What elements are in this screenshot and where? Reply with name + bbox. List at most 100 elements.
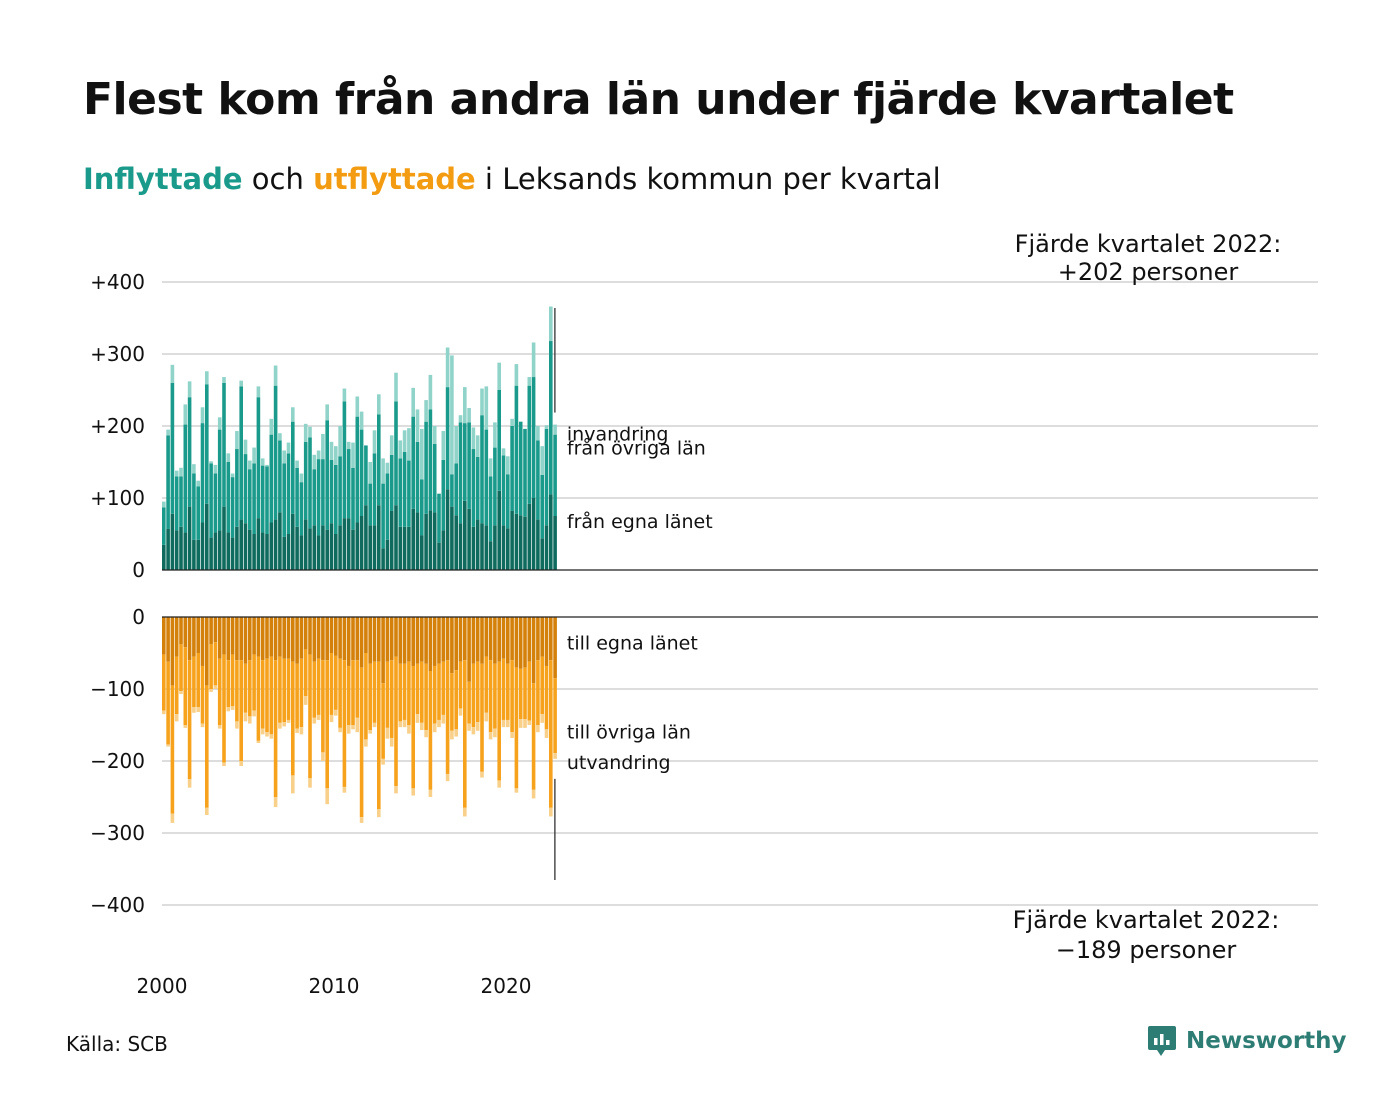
bar-segment-out [312,661,317,718]
bar-segment-out [437,617,441,664]
bar-segment-out [531,789,536,799]
bar-segment-out [243,663,248,713]
bar-segment-out [355,717,360,733]
bar-segment-out [420,661,424,723]
y-tick-label-bottom: −300 [90,821,145,845]
bar-segment-out [463,617,467,661]
bar-segment-out [205,685,209,808]
bar-segment-out [407,725,411,734]
bar-segment-in [334,446,338,465]
bar-segment-in [196,539,200,570]
bar-segment-in [411,416,415,509]
bar-segment-out [389,737,394,747]
bar-segment-out [325,617,329,661]
bar-segment-out [196,617,200,653]
bar-segment-out [454,670,458,730]
bar-segment-in [170,364,175,383]
bar-segment-out [273,660,278,797]
bar-segment-out [282,722,286,727]
newsworthy-logo[interactable]: Newsworthy [1147,1024,1347,1058]
bar-segment-in [355,416,360,523]
bar-segment-out [303,649,308,697]
bar-segment-out [291,775,295,794]
bar-segment-in [549,341,553,495]
series-label-top: från övriga län [567,436,706,459]
bar-segment-out [467,617,471,682]
bar-segment-in [205,371,209,385]
bar-segment-in [162,507,166,545]
bar-segment-out [441,661,446,715]
bar-segment-in [325,404,329,421]
bar-segment-out [205,617,209,686]
bar-segment-out [480,617,484,664]
annotation-bottom-line1: Fjärde kvartalet 2022: [1013,906,1280,934]
bar-segment-out [286,719,291,723]
bar-segment-in [471,427,476,450]
bar-segment-out [200,665,205,724]
bar-segment-in [235,526,239,570]
bar-segment-in [394,372,398,402]
bar-segment-out [407,617,411,662]
bar-segment-out [445,773,450,782]
bar-segment-in [162,544,166,570]
bar-segment-in [540,446,544,475]
bar-segment-in [248,529,252,570]
bar-segment-in [420,428,424,480]
bar-segment-out [493,728,497,738]
bar-segment-in [316,535,321,570]
bar-segment-in [389,435,394,455]
bar-segment-in [458,422,463,524]
bar-segment-out [527,617,532,662]
bar-segment-out [497,780,501,788]
bar-segment-out [162,654,166,711]
bar-segment-in [415,409,420,442]
bar-segment-out [463,807,467,817]
bar-segment-out [385,661,390,728]
bar-segment-out [205,807,209,815]
bar-segment-out [230,617,235,655]
bar-segment-out [428,789,433,797]
bar-segment-out [549,617,553,661]
bar-segment-in [346,518,351,570]
subtitle-rest: i Leksands kommun per kvartal [475,162,941,196]
bar-segment-out [415,617,420,664]
bar-segment-out [364,653,368,740]
bar-segment-in [351,467,355,530]
bar-segment-in [407,460,411,527]
bar-segment-in [359,411,364,430]
bar-segment-out [506,617,510,664]
bar-segment-in [321,433,325,460]
bar-segment-in [549,494,553,570]
bar-segment-in [359,516,364,570]
bar-segment-in [432,512,437,570]
bar-segment-out [480,663,484,772]
y-tick-label-bottom: −100 [90,677,145,701]
bar-segment-in [303,519,308,570]
bar-segment-out [445,660,450,774]
bar-segment-in [364,445,368,506]
bar-segment-out [531,617,536,684]
bar-segment-in [265,466,269,534]
bar-segment-out [338,617,342,659]
bar-segment-in [441,530,446,570]
bar-segment-in [450,355,454,475]
bar-segment-out [523,617,527,668]
bar-segment-out [239,660,243,761]
bar-segment-in [480,388,484,416]
bar-segment-in [441,459,446,531]
bar-segment-out [467,723,471,731]
bar-segment-in [183,532,188,570]
bar-segment-out [506,719,510,728]
grid-lines [162,281,1318,906]
bar-segment-in [463,500,467,570]
bar-segment-in [536,519,540,570]
bar-segment-in [252,447,256,464]
bar-segment-out [329,653,334,715]
bar-segment-out [415,714,420,723]
bar-segment-in [179,476,183,527]
bar-segment-in [463,423,467,501]
bar-segment-in [303,441,308,520]
bar-segment-out [544,729,549,738]
bar-segment-out [441,714,446,724]
bar-segment-out [553,678,557,754]
